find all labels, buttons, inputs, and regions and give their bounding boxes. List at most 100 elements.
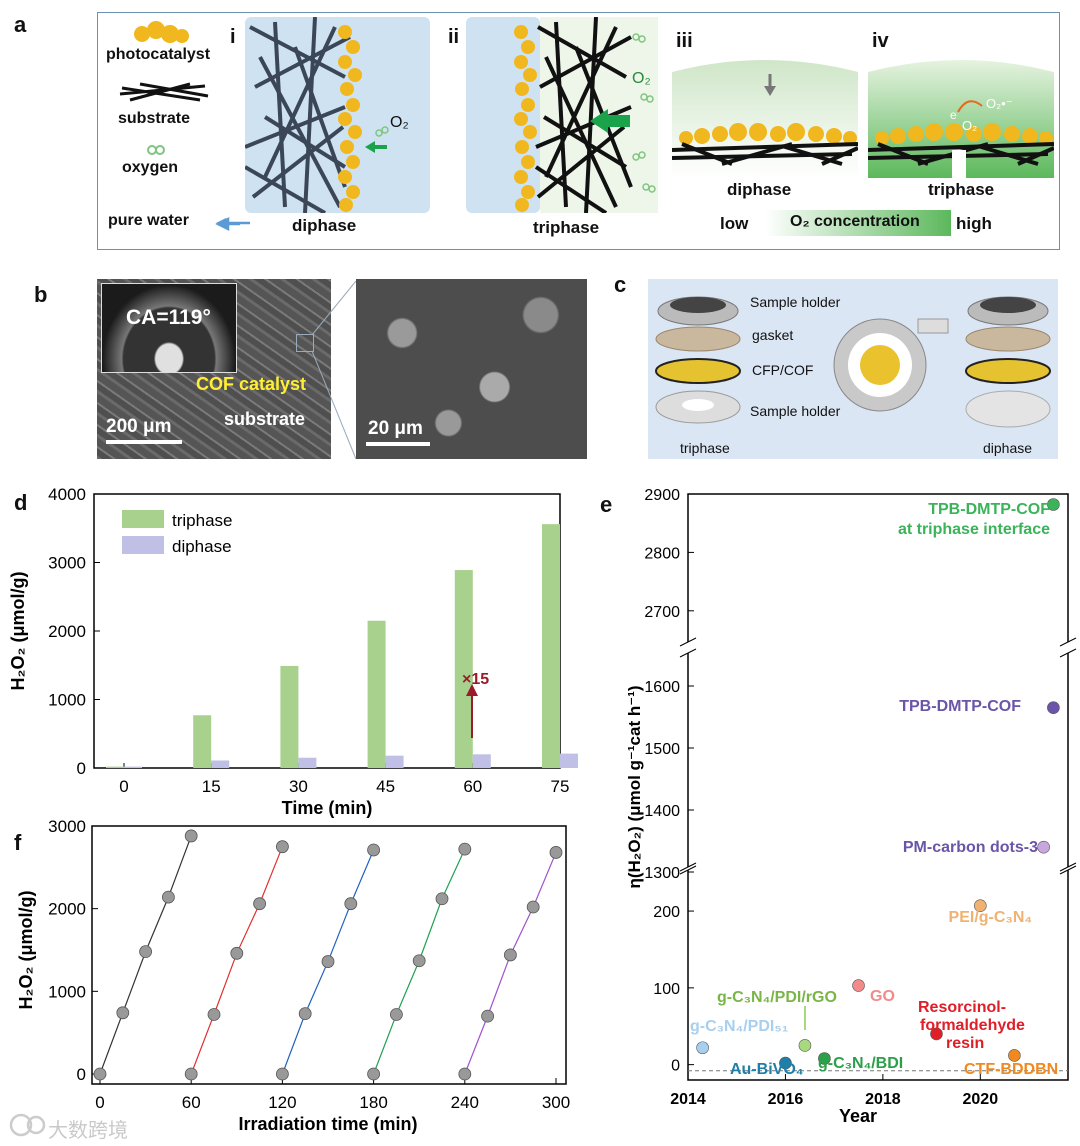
point-label: resin bbox=[946, 1035, 984, 1052]
y-tick-label: 1000 bbox=[48, 691, 86, 710]
bar-triphase bbox=[367, 620, 386, 768]
scale-low: low bbox=[720, 214, 749, 233]
cycle-point bbox=[412, 954, 426, 968]
point-label: Au-BiVO₄ bbox=[730, 1061, 803, 1078]
break-mark bbox=[679, 862, 697, 872]
reactor-illustration bbox=[655, 296, 1051, 428]
cycle-point bbox=[389, 1008, 403, 1021]
subpanel-i-label: i bbox=[230, 26, 236, 48]
legend-label: diphase bbox=[172, 537, 232, 556]
cycle-point bbox=[435, 892, 449, 906]
x-tick-label: 120 bbox=[268, 1093, 296, 1112]
chart-e: 0 100 200 1300 1400 1500 1600 2700 2800 2900 2014 2… bbox=[625, 487, 1077, 1126]
diphase-label-iii: diphase bbox=[727, 180, 792, 199]
panel-letter-d: d bbox=[14, 490, 28, 515]
x-tick-label: 2020 bbox=[963, 1091, 999, 1108]
bar-diphase bbox=[124, 766, 142, 768]
subpanel-ii-label: ii bbox=[448, 26, 460, 48]
cycle-point bbox=[184, 829, 198, 843]
cycle-point bbox=[344, 897, 358, 911]
x-tick-label: 2018 bbox=[865, 1091, 901, 1108]
contact-angle-label: CA=119° bbox=[126, 306, 211, 329]
y-tick-label: 1500 bbox=[644, 741, 680, 758]
data-point bbox=[1047, 701, 1060, 714]
y-tick-label: 1000 bbox=[48, 982, 86, 1001]
scale-bar-20um bbox=[366, 442, 430, 446]
photocatalyst-icon bbox=[134, 21, 189, 43]
fold-arrowhead bbox=[466, 684, 478, 696]
legend-swatch bbox=[122, 510, 164, 528]
break-mark bbox=[1059, 648, 1077, 658]
break-mark bbox=[679, 637, 697, 647]
oxygen-icon bbox=[147, 145, 165, 155]
contact-angle-inset bbox=[101, 283, 237, 373]
triphase-diagram-ii bbox=[466, 17, 658, 213]
sem-image-high-mag bbox=[356, 279, 587, 459]
axis-break bbox=[682, 867, 1074, 870]
x-tick-label: 180 bbox=[359, 1093, 387, 1112]
y-tick-label: 3000 bbox=[48, 818, 86, 836]
y-axis-label: η(H₂O₂) (μmol g⁻¹cat h⁻¹) bbox=[625, 685, 644, 888]
cycle-point bbox=[93, 1067, 107, 1081]
cycle-point bbox=[549, 846, 563, 859]
photocatalyst-layer bbox=[338, 25, 362, 212]
data-point bbox=[818, 1052, 831, 1065]
chart-f: 0 1000 2000 3000 0 60 120 180 240 300 Irradiation … bbox=[16, 818, 570, 1134]
y-tick-label: 4000 bbox=[48, 485, 86, 504]
scale-bar-200um-label: 200 μm bbox=[106, 416, 172, 437]
break-mark bbox=[679, 865, 697, 875]
o2-gradient-bar bbox=[765, 210, 951, 236]
cycle-point bbox=[253, 897, 267, 911]
oxygen-bubbles-ii bbox=[632, 33, 656, 193]
point-label: at triphase interface bbox=[898, 521, 1050, 538]
cycle-point bbox=[503, 948, 517, 962]
panel-letter-c: c bbox=[614, 272, 627, 297]
y-tick-label: 2900 bbox=[644, 487, 680, 504]
data-point bbox=[1047, 498, 1060, 511]
cycle-point bbox=[458, 1067, 472, 1081]
y-tick-label: 2000 bbox=[48, 900, 86, 919]
catalyst-layer-iv bbox=[875, 123, 1053, 145]
scale-concentration: O₂ concentration bbox=[790, 213, 920, 230]
cof-catalyst-label: COF catalyst bbox=[196, 374, 307, 394]
subpanel-iii-label: iii bbox=[676, 30, 693, 52]
electron-arrow-icon bbox=[957, 100, 983, 113]
x-tick-label: 0 bbox=[119, 777, 128, 796]
down-arrow-icon bbox=[764, 74, 776, 96]
point-label: GO bbox=[870, 988, 895, 1005]
break-mark bbox=[679, 648, 697, 658]
plot-frame bbox=[91, 825, 567, 1085]
fold-annotation: ×15 bbox=[462, 671, 489, 688]
break-mark bbox=[1059, 862, 1077, 872]
plot-frame bbox=[93, 493, 561, 769]
watermark-text: 大数跨境 bbox=[48, 1120, 128, 1142]
y-tick-label: 2700 bbox=[644, 604, 680, 621]
point-label: g-C₃N₄/BDI bbox=[818, 1055, 903, 1072]
axis-break bbox=[682, 642, 1074, 653]
point-label: TPB-DMTP-COF bbox=[928, 501, 1050, 518]
data-point bbox=[974, 899, 987, 912]
x-axis-label: Irradiation time (min) bbox=[238, 1114, 417, 1134]
panel-letter-e: e bbox=[600, 492, 613, 517]
o2-label-ii: O₂ bbox=[632, 70, 651, 87]
data-point bbox=[930, 1027, 943, 1041]
data-point bbox=[852, 979, 865, 992]
x-tick-label: 2016 bbox=[768, 1091, 804, 1108]
panel-letter-f: f bbox=[14, 830, 22, 855]
cycle-point bbox=[184, 1067, 198, 1081]
bar-triphase bbox=[542, 524, 560, 768]
cycle-point bbox=[367, 1067, 381, 1081]
panel-a-legend-graphics bbox=[119, 21, 240, 232]
chart-d: 0 1000 2000 3000 4000 0 15 30 45 60 75 Time (min) H₂… bbox=[8, 485, 578, 818]
cycle-point bbox=[526, 900, 540, 914]
cycle-point bbox=[116, 1006, 130, 1020]
x-tick-label: 15 bbox=[202, 777, 221, 796]
panel-letter-b: b bbox=[34, 282, 48, 307]
cycle-point bbox=[275, 1067, 289, 1081]
triphase-stack bbox=[655, 296, 741, 424]
x-tick-label: 240 bbox=[451, 1093, 479, 1112]
point-label: g-C₃N₄/PDI/rGO bbox=[717, 989, 837, 1006]
y-tick-label: 2800 bbox=[644, 545, 680, 562]
superoxide-label: O₂•⁻ bbox=[986, 96, 1013, 111]
triphase-label-ii: triphase bbox=[533, 218, 600, 237]
